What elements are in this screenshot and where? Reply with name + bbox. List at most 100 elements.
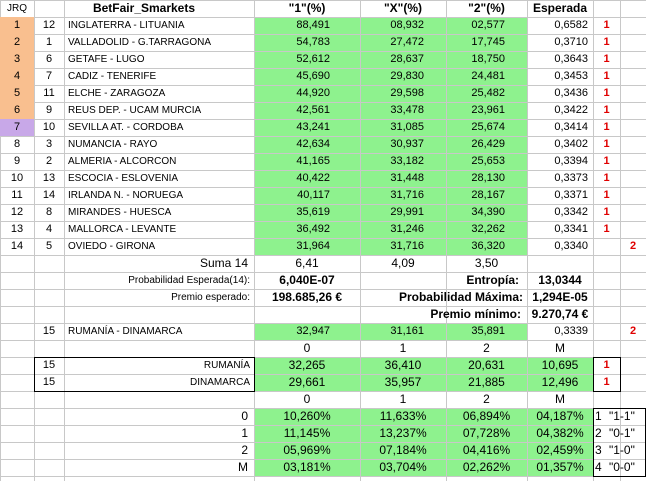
matrix-score[interactable]: "1-1" — [609, 409, 635, 423]
matrix-value[interactable]: 07,184% — [379, 443, 427, 457]
pleno-number[interactable]: 15 — [42, 325, 56, 337]
match-prob-1[interactable]: 31,964 — [296, 240, 330, 252]
goals-value[interactable]: 29,661 — [288, 375, 326, 389]
goals-number[interactable]: 15 — [42, 376, 56, 388]
match-code[interactable]: 7 — [45, 70, 53, 82]
match-teams[interactable]: VALLADOLID - G.TARRAGONA — [68, 37, 211, 48]
match-prob-1[interactable]: 40,422 — [296, 172, 330, 184]
goals-value[interactable]: 10,695 — [541, 358, 579, 372]
match-prob-x[interactable]: 31,448 — [390, 172, 424, 184]
match-esperada[interactable]: 0,6582 — [554, 19, 588, 31]
match-result[interactable]: 1 — [603, 155, 610, 167]
match-teams[interactable]: NUMANCIA - RAYO — [68, 139, 158, 150]
match-prob-2[interactable]: 24,481 — [471, 70, 505, 82]
match-prob-1[interactable]: 44,920 — [296, 87, 330, 99]
match-code[interactable]: 12 — [42, 19, 56, 31]
match-esperada[interactable]: 0,3643 — [554, 53, 588, 65]
match-number[interactable]: 13 — [10, 223, 24, 235]
match-prob-1[interactable]: 54,783 — [296, 36, 330, 48]
matrix-score[interactable]: "1-0" — [609, 443, 635, 457]
match-teams[interactable]: OVIEDO - GIRONA — [68, 241, 156, 252]
match-teams[interactable]: ALMERIA - ALCORCON — [68, 156, 177, 167]
match-prob-x[interactable]: 33,182 — [390, 155, 424, 167]
match-teams[interactable]: IRLANDA N. - NORUEGA — [68, 190, 184, 201]
match-teams[interactable]: REUS DEP. - UCAM MURCIA — [68, 105, 202, 116]
match-prob-x[interactable]: 31,716 — [390, 240, 424, 252]
match-result[interactable]: 1 — [603, 53, 610, 65]
match-prob-2[interactable]: 36,320 — [471, 240, 505, 252]
match-number[interactable]: 6 — [0, 102, 34, 119]
matrix-value[interactable]: 06,894% — [462, 409, 511, 423]
match-teams[interactable]: INGLATERRA - LITUANIA — [68, 20, 185, 31]
match-result[interactable]: 1 — [603, 70, 610, 82]
match-teams[interactable]: ESCOCIA - ESLOVENIA — [68, 173, 179, 184]
goals-value[interactable]: 32,265 — [288, 358, 326, 372]
match-prob-2[interactable]: 25,674 — [471, 121, 505, 133]
premio-value[interactable]: 198.685,26 € — [271, 290, 343, 304]
goals-number[interactable]: 15 — [42, 359, 56, 371]
matrix-value[interactable]: 02,262% — [462, 460, 511, 474]
goals-value[interactable]: 35,957 — [384, 375, 422, 389]
match-esperada[interactable]: 0,3422 — [554, 104, 588, 116]
match-esperada[interactable]: 0,3710 — [554, 36, 588, 48]
match-teams[interactable]: MIRANDES - HUESCA — [68, 207, 172, 218]
match-prob-1[interactable]: 43,241 — [296, 121, 330, 133]
match-result[interactable]: 1 — [603, 36, 610, 48]
match-code[interactable]: 1 — [45, 36, 53, 48]
match-code[interactable]: 14 — [42, 189, 56, 201]
match-code[interactable]: 6 — [45, 53, 53, 65]
matrix-value[interactable]: 02,459% — [536, 443, 584, 457]
match-number[interactable]: 12 — [10, 206, 24, 218]
pleno-prob-x[interactable]: 31,161 — [390, 325, 424, 337]
match-code[interactable]: 2 — [45, 155, 53, 167]
match-esperada[interactable]: 0,3436 — [554, 87, 588, 99]
match-teams[interactable]: CADIZ - TENERIFE — [68, 71, 157, 82]
match-number[interactable]: 14 — [10, 240, 24, 252]
match-prob-x[interactable]: 31,085 — [390, 121, 424, 133]
match-esperada[interactable]: 0,3453 — [554, 70, 588, 82]
match-prob-2[interactable]: 18,750 — [471, 53, 505, 65]
match-prob-x[interactable]: 31,246 — [390, 223, 424, 235]
match-number[interactable]: 11 — [11, 189, 23, 201]
match-esperada[interactable]: 0,3402 — [554, 138, 588, 150]
matrix-value[interactable]: 05,969% — [283, 443, 331, 457]
match-code[interactable]: 11 — [43, 87, 55, 99]
match-esperada[interactable]: 0,3341 — [554, 223, 588, 235]
matrix-score[interactable]: "0-1" — [609, 426, 635, 440]
match-prob-2[interactable]: 34,390 — [471, 206, 505, 218]
match-prob-1[interactable]: 42,634 — [296, 138, 330, 150]
match-esperada[interactable]: 0,3371 — [554, 189, 588, 201]
match-result[interactable]: 1 — [603, 138, 610, 150]
match-code[interactable]: 10 — [42, 121, 56, 133]
match-result[interactable]: 1 — [603, 104, 610, 116]
match-result[interactable]: 2 — [629, 240, 637, 252]
match-number[interactable]: 7 — [0, 119, 34, 136]
match-esperada[interactable]: 0,3373 — [554, 172, 588, 184]
goals-result[interactable]: 1 — [603, 359, 610, 371]
match-code[interactable]: 4 — [45, 223, 53, 235]
match-teams[interactable]: SEVILLA AT. - CORDOBA — [68, 122, 184, 133]
match-prob-1[interactable]: 42,561 — [296, 104, 330, 116]
goals-value[interactable]: 36,410 — [384, 358, 422, 372]
match-prob-x[interactable]: 30,937 — [390, 138, 424, 150]
pleno-teams[interactable]: RUMANÍA - DINAMARCA — [68, 326, 183, 337]
match-result[interactable]: 1 — [603, 206, 610, 218]
match-teams[interactable]: ELCHE - ZARAGOZA — [68, 88, 166, 99]
matrix-value[interactable]: 10,260% — [283, 409, 331, 423]
goals-result[interactable]: 1 — [603, 376, 610, 388]
match-number[interactable]: 10 — [10, 172, 24, 184]
match-number[interactable]: 4 — [0, 68, 34, 85]
match-result[interactable]: 1 — [603, 223, 610, 235]
match-teams[interactable]: MALLORCA - LEVANTE — [68, 224, 177, 235]
match-prob-1[interactable]: 88,491 — [296, 19, 330, 31]
match-number[interactable]: 2 — [0, 34, 34, 51]
match-prob-2[interactable]: 32,262 — [471, 223, 505, 235]
goals-team[interactable]: DINAMARCA — [189, 377, 250, 388]
match-prob-x[interactable]: 27,472 — [390, 36, 424, 48]
matrix-value[interactable]: 04,382% — [536, 426, 584, 440]
match-prob-2[interactable]: 25,653 — [471, 155, 505, 167]
matrix-value[interactable]: 01,357% — [536, 460, 584, 474]
match-code[interactable]: 13 — [42, 172, 56, 184]
matrix-value[interactable]: 11,145% — [283, 426, 331, 440]
matrix-value[interactable]: 04,187% — [536, 409, 584, 423]
